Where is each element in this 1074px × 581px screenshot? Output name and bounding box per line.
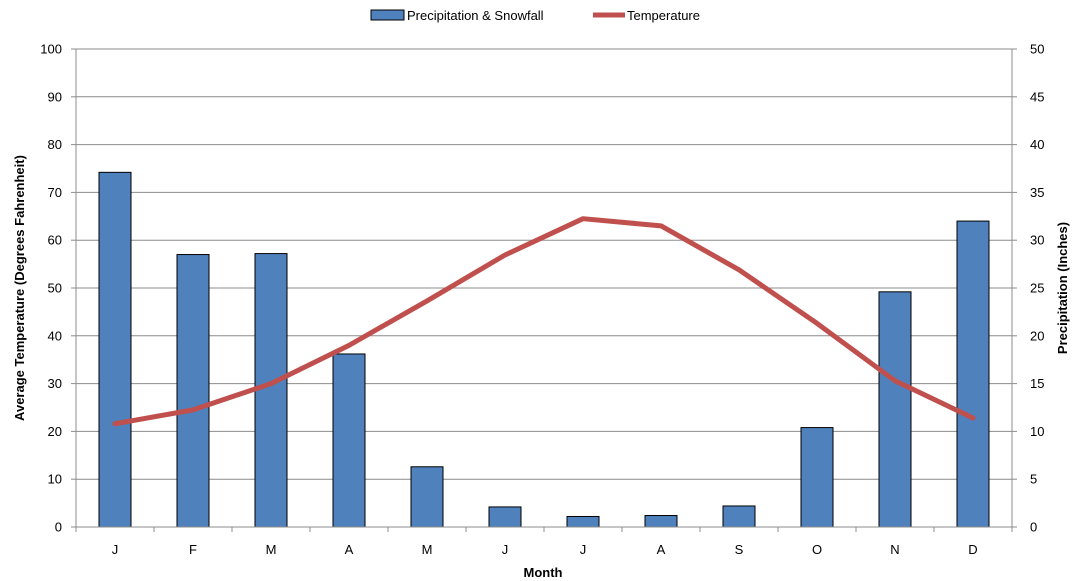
left-tick-label: 80 [48,137,62,152]
x-tick-label: S [735,542,744,557]
x-tick-label: O [812,542,822,557]
legend-label-precipitation: Precipitation & Snowfall [407,8,544,23]
precipitation-bar [98,171,132,528]
x-tick-label: A [345,542,354,557]
x-tick-label: M [422,542,433,557]
right-tick-label: 25 [1030,281,1044,296]
precipitation-bar [800,427,834,528]
left-tick-label: 60 [48,233,62,248]
right-tick-label: 40 [1030,137,1044,152]
x-tick-label: M [266,542,277,557]
precipitation-bar [644,515,678,528]
right-tick-label: 45 [1030,89,1044,104]
x-tick-label: J [580,542,587,557]
precipitation-bar [488,506,522,528]
precipitation-bar [332,353,366,528]
temperature-line [112,216,976,427]
right-tick-label: 30 [1030,233,1044,248]
x-tick-label: J [502,542,509,557]
x-tick-label: J [112,542,119,557]
left-tick-label: 10 [48,472,62,487]
left-tick-label: 90 [48,89,62,104]
left-tick-label: 40 [48,328,62,343]
left-axis-ticks: 0 10 20 30 40 50 60 70 80 90 100 [40,42,62,535]
right-tick-label: 0 [1030,520,1037,535]
right-tick-label: 20 [1030,328,1044,343]
right-axis-ticks: 0 5 10 15 20 25 30 35 40 45 50 [1030,42,1044,535]
precipitation-bar [176,254,210,528]
left-tick-label: 30 [48,376,62,391]
right-axis-title: Precipitation (Inches) [1055,222,1070,354]
precipitation-bar [878,291,912,528]
precipitation-bar [254,253,288,528]
right-tick-label: 50 [1030,42,1044,57]
legend: Precipitation & Snowfall Temperature [370,8,700,23]
left-tick-label: 50 [48,281,62,296]
precipitation-bar [410,466,444,528]
x-tick-label: D [968,542,977,557]
precipitation-bar [956,220,990,528]
right-tick-label: 5 [1030,472,1037,487]
x-tick-label: N [890,542,899,557]
left-axis-title: Average Temperature (Degrees Fahrenheit) [12,155,27,421]
right-tick-label: 15 [1030,376,1044,391]
left-tick-label: 20 [48,424,62,439]
left-tick-label: 70 [48,185,62,200]
precipitation-bar [722,505,756,528]
x-tick-label: F [189,542,197,557]
legend-label-temperature: Temperature [627,8,700,23]
right-tick-label: 10 [1030,424,1044,439]
gridlines [76,48,1012,480]
x-axis-title: Month [524,565,563,580]
precipitation-bar [566,515,600,528]
axes [71,48,1017,532]
left-tick-label: 0 [55,520,62,535]
legend-swatch-precipitation [370,9,405,21]
left-tick-label: 100 [40,42,62,57]
right-tick-label: 35 [1030,185,1044,200]
x-tick-label: A [657,542,666,557]
temperature-line-layer [112,216,976,427]
